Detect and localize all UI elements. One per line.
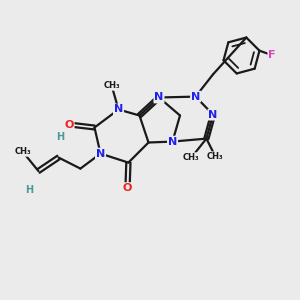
- Text: N: N: [96, 148, 105, 159]
- Text: H: H: [56, 132, 64, 142]
- Text: H: H: [25, 184, 34, 195]
- Text: O: O: [64, 119, 74, 130]
- Text: CH₃: CH₃: [183, 153, 200, 162]
- Text: CH₃: CH₃: [14, 147, 31, 156]
- Text: CH₃: CH₃: [103, 81, 120, 90]
- Text: N: N: [208, 110, 217, 120]
- Text: N: N: [154, 92, 164, 103]
- Text: N: N: [114, 104, 123, 115]
- Text: CH₃: CH₃: [207, 152, 224, 161]
- Text: N: N: [191, 92, 200, 102]
- Text: F: F: [268, 50, 276, 60]
- Text: O: O: [123, 183, 132, 193]
- Text: N: N: [168, 136, 177, 147]
